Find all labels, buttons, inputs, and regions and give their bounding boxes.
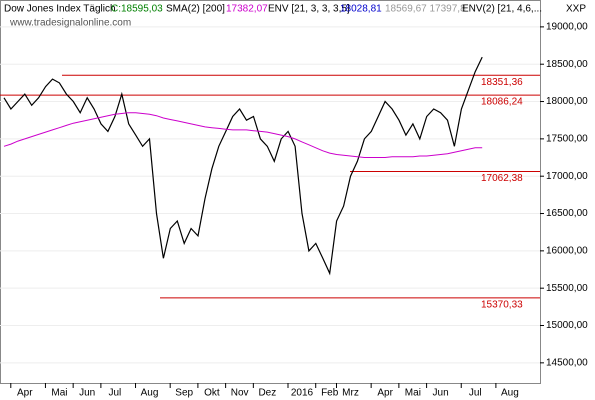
x-tick-label: Apr <box>377 388 393 399</box>
sma-value: 17382,07 <box>226 4 268 15</box>
y-tick-label: 18500,00 <box>546 59 588 70</box>
x-tick-label: Jul <box>469 388 482 399</box>
close: C:18595,03 <box>111 4 163 15</box>
x-tick-label: Jul <box>108 388 121 399</box>
x-tick-label: Mrz <box>342 388 359 399</box>
y-tick-label: 19000,00 <box>546 22 588 33</box>
level-label: 18086,24 <box>481 97 523 108</box>
env-value: 18028,81 <box>340 4 382 15</box>
y-tick-label: 15000,00 <box>546 320 588 331</box>
x-tick-label: Dez <box>258 388 276 399</box>
y-tick-label: 16000,00 <box>546 245 588 256</box>
x-tick-label: Jun <box>79 388 95 399</box>
x-tick-label: Okt <box>204 388 220 399</box>
x-tick-label: Mai <box>51 388 67 399</box>
symbol: XXP <box>566 4 586 15</box>
y-tick-label: 18000,00 <box>546 96 588 107</box>
y-tick-label: 17000,00 <box>546 171 588 182</box>
x-tick-label: Aug <box>141 388 159 399</box>
x-tick-label: Feb <box>321 388 339 399</box>
x-tick-label: Nov <box>231 388 249 399</box>
x-tick-label: Mai <box>405 388 421 399</box>
y-tick-label: 16500,00 <box>546 208 588 219</box>
x-tick-label: Aug <box>501 388 519 399</box>
sma-name: SMA(2) [200] <box>166 4 225 15</box>
env-name: ENV [21, 3, 3, 3,5] <box>268 4 350 15</box>
x-tick-label: 2016 <box>291 388 314 399</box>
series-line <box>3 56 483 276</box>
level-label: 18351,36 <box>481 77 523 88</box>
level-label: 15370,33 <box>481 300 523 311</box>
env-extra: 18569,67 17397,8 <box>385 4 466 15</box>
series-line <box>3 112 483 158</box>
header: Dow Jones Index Täglich C:18595,03 SMA(2… <box>4 4 586 29</box>
title: Dow Jones Index Täglich <box>4 4 116 15</box>
x-tick-label: Jun <box>433 388 449 399</box>
plot-frame <box>0 0 541 384</box>
y-tick-label: 15500,00 <box>546 283 588 294</box>
level-label: 17062,38 <box>481 173 523 184</box>
y-tick-label: 17500,00 <box>546 134 588 145</box>
y-tick-label: 14500,00 <box>546 357 588 368</box>
x-tick-label: Apr <box>17 388 33 399</box>
x-tick-label: Sep <box>175 388 193 399</box>
env2-name: ENV(2) [21, 4,6,... <box>462 4 542 15</box>
website: www.tradesignalonline.com <box>9 18 131 29</box>
